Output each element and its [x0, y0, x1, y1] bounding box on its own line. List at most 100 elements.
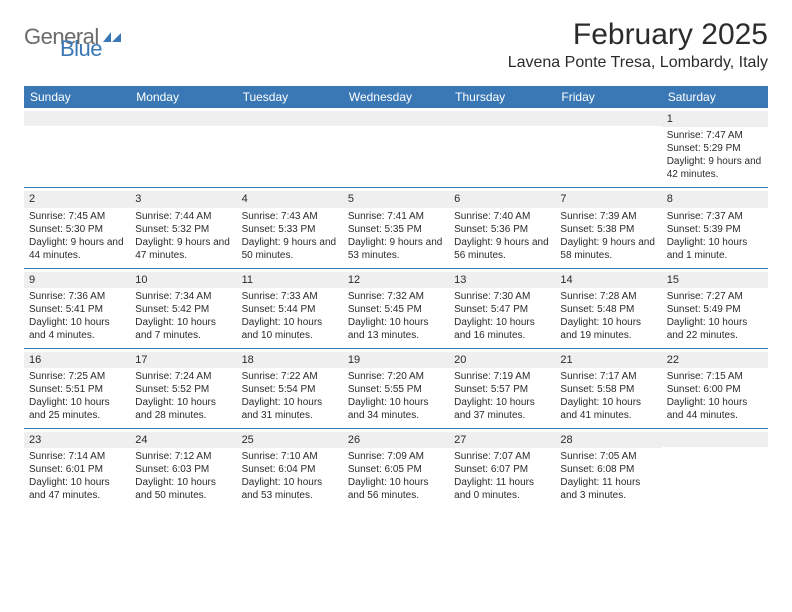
- day-cell: 2 Sunrise: 7:45 AMSunset: 5:30 PMDaylight…: [24, 188, 130, 267]
- day-cell: 11Sunrise: 7:33 AMSunset: 5:44 PMDayligh…: [237, 269, 343, 348]
- daylight-text: Daylight: 10 hours and 1 minute.: [667, 236, 763, 262]
- sunset-text: Sunset: 5:58 PM: [560, 383, 656, 396]
- weekday-wednesday: Wednesday: [343, 86, 449, 108]
- day-cell: 21Sunrise: 7:17 AMSunset: 5:58 PMDayligh…: [555, 349, 661, 428]
- day-cell: 20Sunrise: 7:19 AMSunset: 5:57 PMDayligh…: [449, 349, 555, 428]
- daylight-text: Daylight: 9 hours and 56 minutes.: [454, 236, 550, 262]
- sunset-text: Sunset: 5:38 PM: [560, 223, 656, 236]
- day-cell: 25Sunrise: 7:10 AMSunset: 6:04 PMDayligh…: [237, 429, 343, 508]
- day-cell: 23 Sunrise: 7:14 AMSunset: 6:01 PMDayligh…: [24, 429, 130, 508]
- sunrise-text: Sunrise: 7:30 AM: [454, 290, 550, 303]
- week-row: 2Sunrise: 7:45 AMSunset: 5:30 PMDaylight…: [24, 188, 768, 268]
- day-cell: 15Sunrise: 7:27 AMSunset: 5:49 PMDayligh…: [662, 269, 768, 348]
- sunrise-text: Sunrise: 7:20 AM: [348, 370, 444, 383]
- sunrise-text: Sunrise: 7:43 AM: [242, 210, 338, 223]
- week-row: 1Sunrise: 7:47 AMSunset: 5:29 PMDaylight…: [24, 108, 768, 188]
- sunset-text: Sunset: 5:41 PM: [29, 303, 125, 316]
- day-cell: 14Sunrise: 7:28 AMSunset: 5:48 PMDayligh…: [555, 269, 661, 348]
- sunrise-text: Sunrise: 7:10 AM: [242, 450, 338, 463]
- day-cell: [449, 108, 555, 187]
- day-cell: [130, 108, 236, 187]
- daylight-text: Daylight: 10 hours and 19 minutes.: [560, 316, 656, 342]
- day-number: 19: [343, 352, 449, 368]
- day-cell: 8Sunrise: 7:37 AMSunset: 5:39 PMDaylight…: [662, 188, 768, 267]
- day-cell: [555, 108, 661, 187]
- brand-logo: General Blue: [24, 18, 123, 50]
- day-number: 26: [343, 432, 449, 448]
- sunset-text: Sunset: 5:48 PM: [560, 303, 656, 316]
- daylight-text: Daylight: 10 hours and 47 minutes.: [29, 476, 125, 502]
- sunrise-text: Sunrise: 7:14 AM: [29, 450, 125, 463]
- daylight-text: Daylight: 11 hours and 0 minutes.: [454, 476, 550, 502]
- daylight-text: Daylight: 10 hours and 31 minutes.: [242, 396, 338, 422]
- day-number: 14: [555, 272, 661, 288]
- day-number: 4: [237, 191, 343, 207]
- day-number: 27: [449, 432, 555, 448]
- weekday-sunday: Sunday: [24, 86, 130, 108]
- day-number: 24: [130, 432, 236, 448]
- daylight-text: Daylight: 10 hours and 37 minutes.: [454, 396, 550, 422]
- weekday-header: Sunday Monday Tuesday Wednesday Thursday…: [24, 86, 768, 108]
- sunset-text: Sunset: 6:01 PM: [29, 463, 125, 476]
- daylight-text: Daylight: 10 hours and 16 minutes.: [454, 316, 550, 342]
- day-cell: [662, 429, 768, 508]
- sunrise-text: Sunrise: 7:32 AM: [348, 290, 444, 303]
- sunset-text: Sunset: 6:04 PM: [242, 463, 338, 476]
- sunset-text: Sunset: 6:03 PM: [135, 463, 231, 476]
- day-cell: 27 Sunrise: 7:07 AMSunset: 6:07 PMDayligh…: [449, 429, 555, 508]
- sunset-text: Sunset: 5:51 PM: [29, 383, 125, 396]
- sunset-text: Sunset: 6:05 PM: [348, 463, 444, 476]
- sunset-text: Sunset: 5:44 PM: [242, 303, 338, 316]
- day-number: [237, 111, 343, 126]
- sunrise-text: Sunrise: 7:47 AM: [667, 129, 763, 142]
- day-cell: 9Sunrise: 7:36 AMSunset: 5:41 PMDaylight…: [24, 269, 130, 348]
- day-number: [449, 111, 555, 126]
- sunrise-text: Sunrise: 7:45 AM: [29, 210, 125, 223]
- day-number: [662, 432, 768, 447]
- day-number: 6: [449, 191, 555, 207]
- sunrise-text: Sunrise: 7:07 AM: [454, 450, 550, 463]
- sunset-text: Sunset: 5:29 PM: [667, 142, 763, 155]
- sunrise-text: Sunrise: 7:12 AM: [135, 450, 231, 463]
- day-number: 8: [662, 191, 768, 207]
- day-cell: 5Sunrise: 7:41 AMSunset: 5:35 PMDaylight…: [343, 188, 449, 267]
- day-cell: 12Sunrise: 7:32 AMSunset: 5:45 PMDayligh…: [343, 269, 449, 348]
- day-number: 2: [24, 191, 130, 207]
- daylight-text: Daylight: 10 hours and 4 minutes.: [29, 316, 125, 342]
- day-number: 23: [24, 432, 130, 448]
- day-number: 17: [130, 352, 236, 368]
- sunrise-text: Sunrise: 7:15 AM: [667, 370, 763, 383]
- brand-word2: Blue: [60, 36, 102, 62]
- daylight-text: Daylight: 10 hours and 25 minutes.: [29, 396, 125, 422]
- sunrise-text: Sunrise: 7:05 AM: [560, 450, 656, 463]
- daylight-text: Daylight: 10 hours and 56 minutes.: [348, 476, 444, 502]
- day-number: 5: [343, 191, 449, 207]
- sunset-text: Sunset: 5:57 PM: [454, 383, 550, 396]
- sunset-text: Sunset: 6:07 PM: [454, 463, 550, 476]
- sunset-text: Sunset: 5:55 PM: [348, 383, 444, 396]
- sunrise-text: Sunrise: 7:37 AM: [667, 210, 763, 223]
- daylight-text: Daylight: 10 hours and 7 minutes.: [135, 316, 231, 342]
- day-cell: 18Sunrise: 7:22 AMSunset: 5:54 PMDayligh…: [237, 349, 343, 428]
- day-cell: 4Sunrise: 7:43 AMSunset: 5:33 PMDaylight…: [237, 188, 343, 267]
- day-cell: 3Sunrise: 7:44 AMSunset: 5:32 PMDaylight…: [130, 188, 236, 267]
- sunrise-text: Sunrise: 7:24 AM: [135, 370, 231, 383]
- sunrise-text: Sunrise: 7:40 AM: [454, 210, 550, 223]
- sunset-text: Sunset: 5:47 PM: [454, 303, 550, 316]
- daylight-text: Daylight: 10 hours and 10 minutes.: [242, 316, 338, 342]
- sunrise-text: Sunrise: 7:44 AM: [135, 210, 231, 223]
- daylight-text: Daylight: 10 hours and 13 minutes.: [348, 316, 444, 342]
- daylight-text: Daylight: 9 hours and 58 minutes.: [560, 236, 656, 262]
- sunrise-text: Sunrise: 7:34 AM: [135, 290, 231, 303]
- day-number: 10: [130, 272, 236, 288]
- day-number: 11: [237, 272, 343, 288]
- day-cell: 6Sunrise: 7:40 AMSunset: 5:36 PMDaylight…: [449, 188, 555, 267]
- weekday-saturday: Saturday: [662, 86, 768, 108]
- day-cell: 7Sunrise: 7:39 AMSunset: 5:38 PMDaylight…: [555, 188, 661, 267]
- day-cell: [237, 108, 343, 187]
- daylight-text: Daylight: 9 hours and 44 minutes.: [29, 236, 125, 262]
- daylight-text: Daylight: 10 hours and 28 minutes.: [135, 396, 231, 422]
- day-cell: 10Sunrise: 7:34 AMSunset: 5:42 PMDayligh…: [130, 269, 236, 348]
- sunset-text: Sunset: 5:30 PM: [29, 223, 125, 236]
- weekday-monday: Monday: [130, 86, 236, 108]
